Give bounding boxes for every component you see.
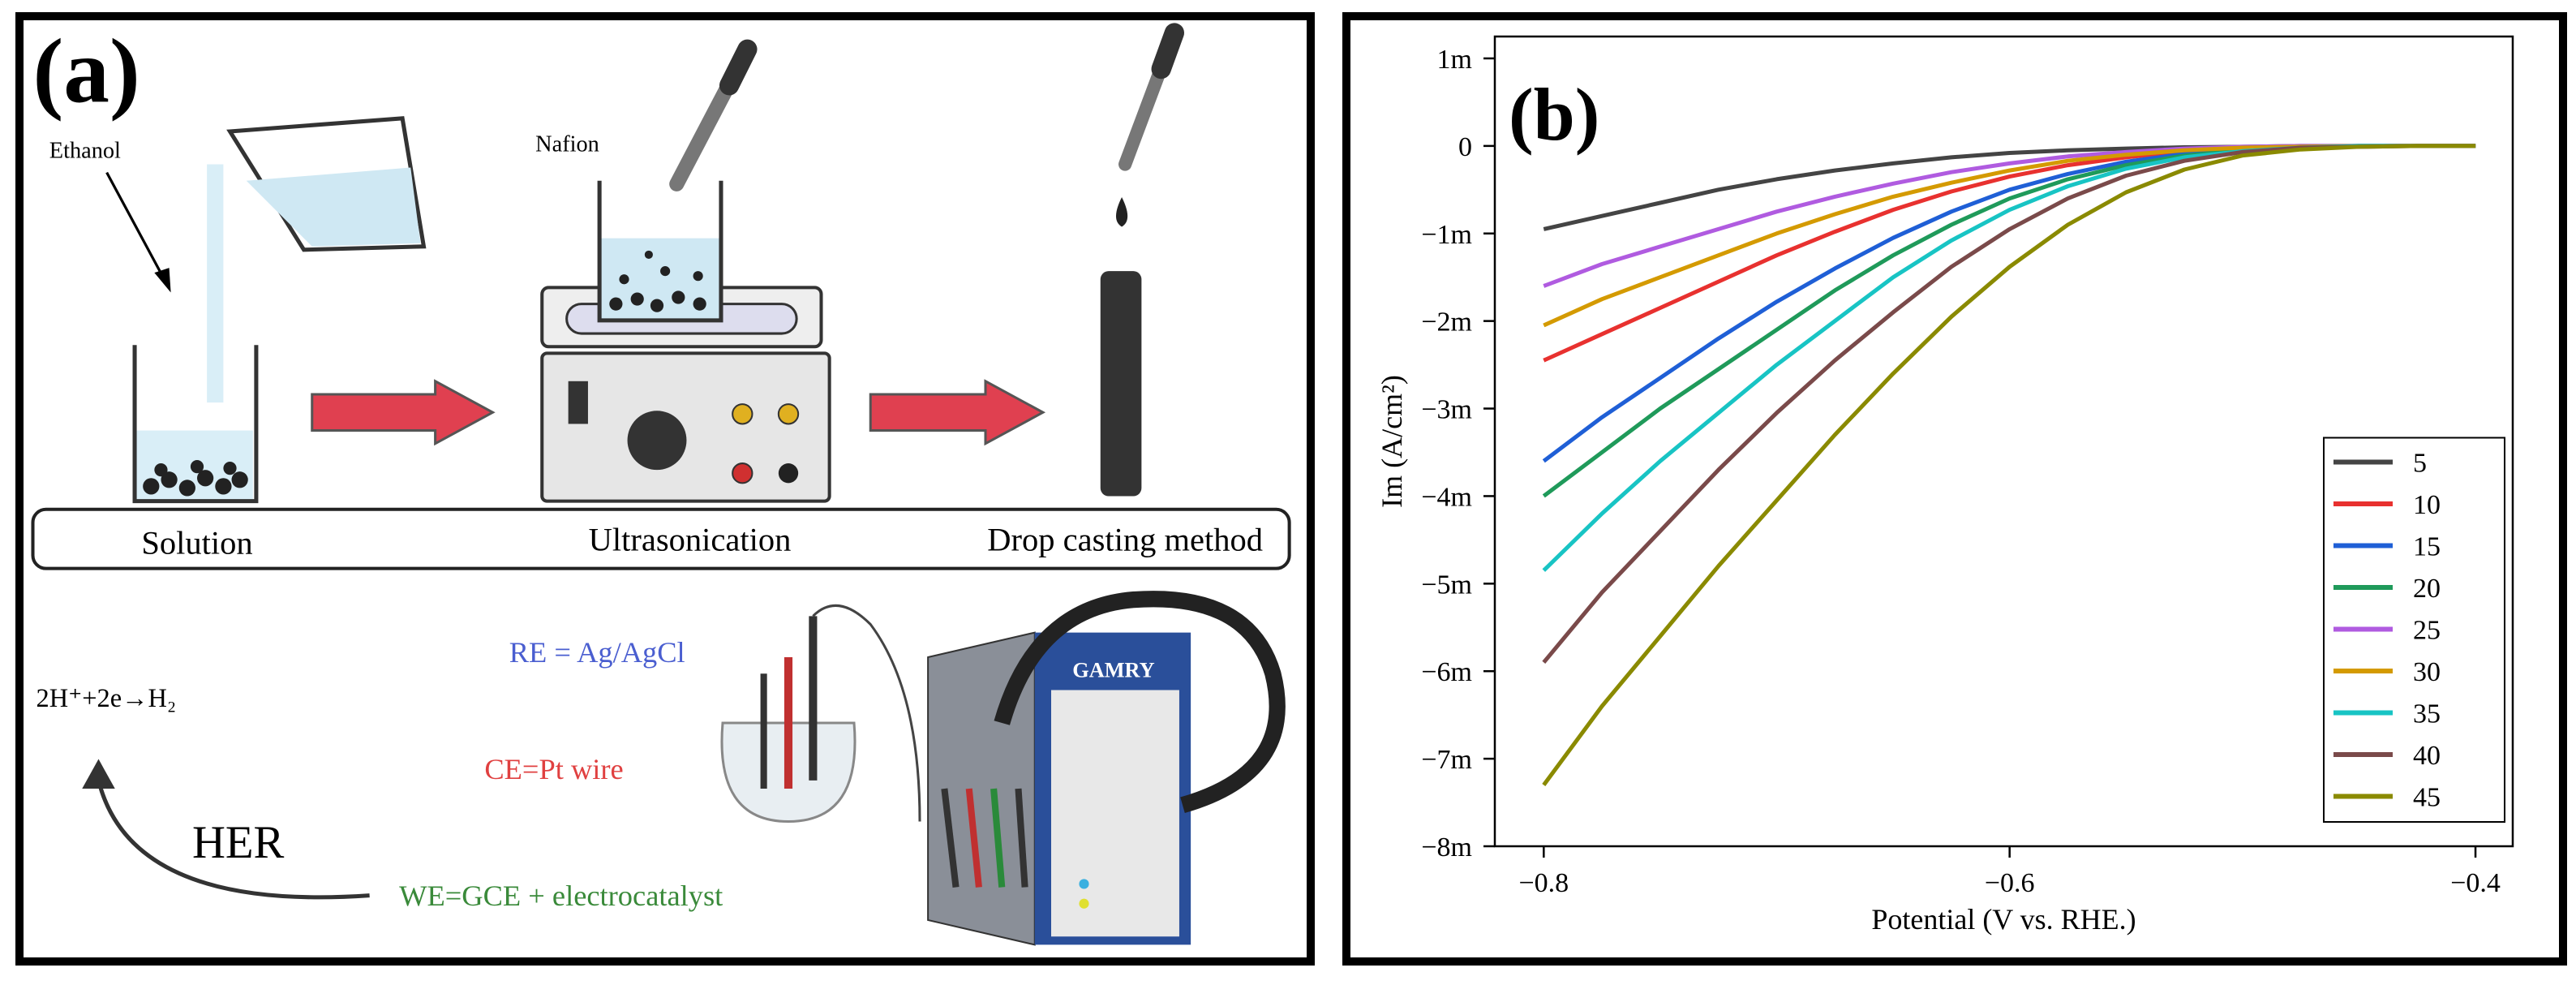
plot-frame	[1493, 35, 2514, 848]
series-line	[1542, 144, 2476, 786]
y-tick-label: 0	[1458, 132, 1472, 162]
y-tick-label: −3m	[1421, 395, 1472, 425]
curved-arrow	[97, 780, 370, 900]
x-axis-label: Potential (V vs. RHE.)	[1871, 903, 2136, 936]
arrow	[869, 379, 1046, 446]
legend-label: 15	[2413, 532, 2441, 562]
y-tick-label: −6m	[1421, 657, 1472, 687]
step-label: Solution	[141, 524, 252, 561]
nafion-label: Nafion	[535, 131, 599, 157]
arrowhead	[154, 268, 171, 293]
y-tick-label: −7m	[1421, 745, 1472, 775]
y-tick-label: 1m	[1437, 45, 1472, 75]
x-tick-label: −0.4	[2450, 868, 2501, 898]
step-label: Drop casting method	[987, 521, 1263, 557]
electrode	[1100, 23, 1185, 497]
legend-label: 35	[2413, 699, 2441, 729]
potentiostat: GAMRY	[927, 591, 1286, 946]
x-tick-label: −0.6	[1985, 868, 2035, 898]
cell	[720, 604, 921, 824]
x-tick-label: −0.8	[1518, 868, 1569, 898]
flask	[207, 116, 427, 403]
panel-label: (b)	[1509, 73, 1599, 156]
sonicator	[540, 180, 831, 503]
arrow	[311, 379, 496, 446]
device-label: GAMRY	[1072, 658, 1154, 682]
panel-label: (a)	[32, 20, 140, 123]
re-label: RE = Ag/AgCl	[509, 636, 685, 669]
legend-label: 10	[2413, 490, 2441, 520]
legend-label: 20	[2413, 574, 2441, 604]
dropper	[669, 39, 758, 191]
legend-label: 30	[2413, 657, 2441, 687]
y-tick-label: −4m	[1421, 482, 1472, 512]
y-tick-label: −1m	[1421, 220, 1472, 250]
y-tick-label: −2m	[1421, 308, 1472, 338]
her-label: HER	[192, 817, 285, 868]
reaction: 2H⁺+2e→H₂	[36, 684, 177, 713]
step-box	[31, 507, 1291, 570]
y-tick-label: −8m	[1421, 832, 1472, 862]
we-label: WE=GCE + electrocatalyst	[399, 880, 723, 912]
legend-label: 40	[2413, 741, 2441, 771]
beaker	[132, 345, 259, 504]
y-axis-label: Im (A/cm²)	[1376, 375, 1408, 508]
panel-a: (a) Ethanol	[31, 20, 1291, 946]
step-label: Ultrasonication	[589, 521, 792, 557]
y-tick-label: −5m	[1421, 570, 1472, 600]
legend-label: 5	[2413, 449, 2427, 479]
ce-label: CE=Pt wire	[484, 753, 623, 785]
legend-label: 25	[2413, 616, 2441, 646]
arrowhead	[82, 759, 115, 789]
arrow	[105, 171, 165, 281]
legend-label: 45	[2413, 783, 2441, 813]
ethanol-label: Ethanol	[49, 138, 121, 163]
